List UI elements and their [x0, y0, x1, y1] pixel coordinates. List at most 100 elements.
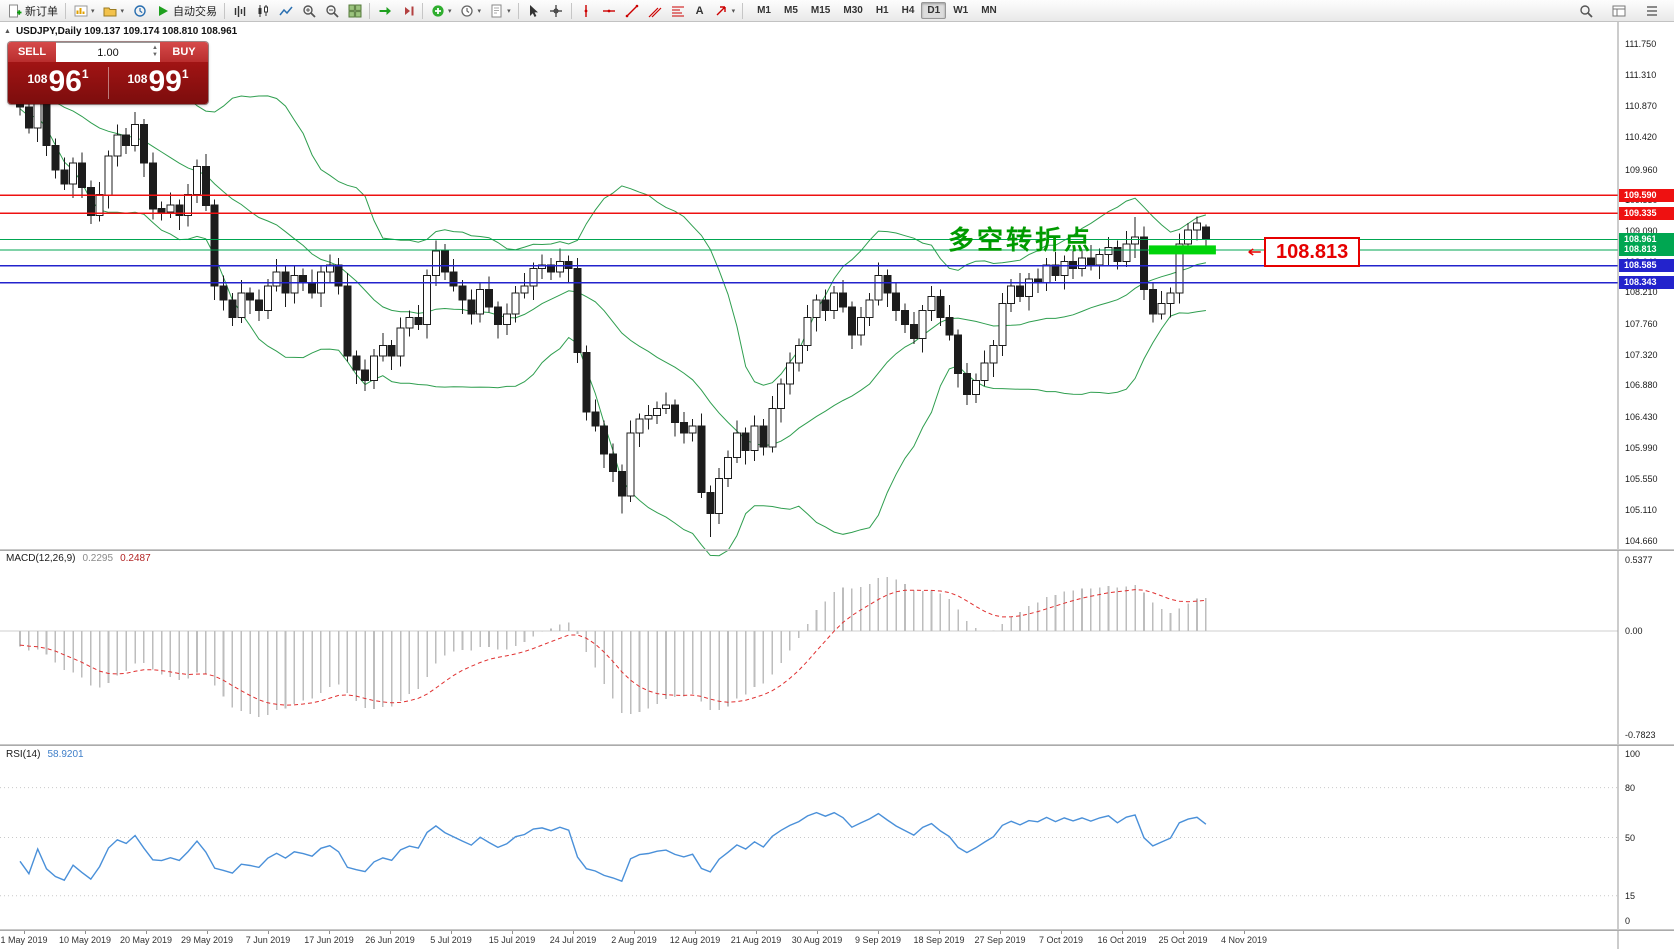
- date-axis-label: 16 Oct 2019: [1097, 935, 1147, 945]
- date-tick: [24, 931, 25, 934]
- sell-button[interactable]: SELL: [8, 42, 56, 62]
- auto-trading-button[interactable]: 自动交易: [151, 1, 221, 21]
- panel-splitter[interactable]: [0, 744, 1674, 746]
- price-axis-label: 111.310: [1625, 69, 1657, 80]
- crosshair-icon: [549, 3, 564, 18]
- profiles-button[interactable]: ▾: [99, 1, 129, 21]
- market-watch-button[interactable]: [128, 1, 151, 21]
- buy-button[interactable]: BUY: [160, 42, 208, 62]
- panel-splitter[interactable]: [0, 549, 1674, 551]
- zoom-out-button[interactable]: [320, 1, 343, 21]
- volume-field[interactable]: 1.00 ▲ ▼: [56, 42, 160, 62]
- price-tag: 109.335: [1619, 206, 1674, 220]
- cursor-button[interactable]: [522, 1, 545, 21]
- date-axis-label: 29 May 2019: [180, 935, 234, 945]
- new-chart-icon: [73, 3, 88, 18]
- date-tick: [329, 931, 330, 934]
- volume-value[interactable]: 1.00: [97, 46, 119, 59]
- panel-splitter[interactable]: [0, 929, 1674, 931]
- bar-chart-button[interactable]: [228, 1, 251, 21]
- price-axis[interactable]: 111.750 111.310 110.870 110.420 109.960 109.5…: [1619, 0, 1674, 949]
- search-button[interactable]: [1574, 1, 1597, 21]
- indicators-button[interactable]: ▾: [426, 1, 456, 21]
- trendline-button[interactable]: [621, 1, 644, 21]
- new-chart-caret-icon: ▾: [91, 7, 95, 15]
- date-axis-label: 27 Sep 2019: [974, 935, 1026, 945]
- new-chart-button[interactable]: ▾: [69, 1, 99, 21]
- price-axis-label: 104.660: [1625, 536, 1658, 546]
- collapse-icon[interactable]: ▲: [4, 28, 11, 35]
- date-axis[interactable]: 1 May 2019 10 May 2019 20 May 2019 29 May 2…: [0, 931, 1618, 949]
- line-chart-icon: [278, 3, 293, 18]
- chart-shift-button[interactable]: [396, 1, 419, 21]
- date-tick: [451, 931, 452, 934]
- timeframe-d1-button[interactable]: D1: [921, 2, 947, 19]
- data-window-button[interactable]: [1607, 1, 1630, 21]
- toolbar: 新订单 ▾ ▾ 自动交易 ▾: [0, 0, 1674, 22]
- price-axis-label: 110.870: [1625, 100, 1657, 111]
- price-tag: 109.590: [1619, 188, 1674, 202]
- price-axis-label: 109.960: [1625, 164, 1658, 175]
- periods-button[interactable]: ▾: [456, 1, 486, 21]
- timeframe-mn-button[interactable]: MN: [981, 5, 997, 16]
- timeframe-m5-button[interactable]: M5: [784, 5, 798, 16]
- timeframe-m15-button[interactable]: M15: [810, 5, 831, 16]
- horizontal-line-button[interactable]: [598, 1, 621, 21]
- zoom-in-button[interactable]: [297, 1, 320, 21]
- auto-scroll-button[interactable]: [373, 1, 396, 21]
- price-axis-label: 106.880: [1625, 380, 1658, 391]
- macd-signal-value: 0.2487: [120, 553, 151, 564]
- chart-annotation-text[interactable]: 多空转折点: [948, 225, 1094, 255]
- date-axis-label: 2 Aug 2019: [611, 935, 657, 945]
- date-axis-label: 26 Jun 2019: [365, 935, 415, 945]
- volume-down-button[interactable]: ▼: [152, 52, 158, 58]
- timeframe-h1-button[interactable]: H1: [875, 5, 889, 16]
- date-tick: [390, 931, 391, 934]
- date-tick: [1183, 931, 1184, 934]
- price-tag: 108.813: [1619, 243, 1674, 257]
- zoom-out-icon: [324, 3, 339, 18]
- indicators-plus-icon: [430, 3, 445, 18]
- fibonacci-button[interactable]: [667, 1, 690, 21]
- date-axis-label: 21 Aug 2019: [730, 935, 782, 945]
- templates-button[interactable]: ▾: [485, 1, 515, 21]
- bar-chart-icon: [232, 3, 247, 18]
- toolbar-separator: [224, 2, 226, 19]
- price-callout[interactable]: 108.813: [1248, 237, 1361, 267]
- date-axis-label: 5 Jul 2019: [430, 935, 472, 945]
- timeframe-h4-button[interactable]: H4: [901, 5, 915, 16]
- date-axis-label: 1 May 2019: [0, 935, 48, 945]
- vertical-line-button[interactable]: [575, 1, 598, 21]
- tile-windows-button[interactable]: [343, 1, 366, 21]
- date-tick: [268, 931, 269, 934]
- tile-windows-icon: [347, 3, 362, 18]
- toolbar-separator: [570, 2, 572, 19]
- volume-up-button[interactable]: ▲: [152, 45, 158, 51]
- sell-price-big: 96: [48, 65, 82, 98]
- timeframe-w1-button[interactable]: W1: [953, 5, 969, 16]
- crosshair-button[interactable]: [545, 1, 568, 21]
- price-axis-label: 105.990: [1625, 442, 1658, 453]
- date-tick: [207, 931, 208, 934]
- timeframe-m1-button[interactable]: M1: [757, 5, 771, 16]
- timeframe-m30-button[interactable]: M30: [843, 5, 863, 16]
- price-axis-label: 105.110: [1625, 504, 1657, 515]
- date-tick: [634, 931, 635, 934]
- macd-axis-label: 0.00: [1625, 626, 1643, 637]
- price-axis-label: 107.760: [1625, 318, 1658, 329]
- sell-price-display[interactable]: 108 96 1: [8, 62, 108, 104]
- price-tag: 108.585: [1619, 259, 1674, 273]
- text-tool-button[interactable]: A: [690, 1, 710, 21]
- options-grid-button[interactable]: [1640, 1, 1663, 21]
- line-chart-button[interactable]: [274, 1, 297, 21]
- new-order-button[interactable]: 新订单: [3, 1, 62, 21]
- fibonacci-icon: [671, 3, 686, 18]
- toolbar-separator: [742, 2, 744, 19]
- arrows-tool-button[interactable]: ▾: [710, 1, 740, 21]
- candlestick-button[interactable]: [251, 1, 274, 21]
- trendline-icon: [625, 3, 640, 18]
- date-axis-label: 10 May 2019: [58, 935, 112, 945]
- buy-price-display[interactable]: 108 99 1: [108, 62, 208, 104]
- channel-button[interactable]: [644, 1, 667, 21]
